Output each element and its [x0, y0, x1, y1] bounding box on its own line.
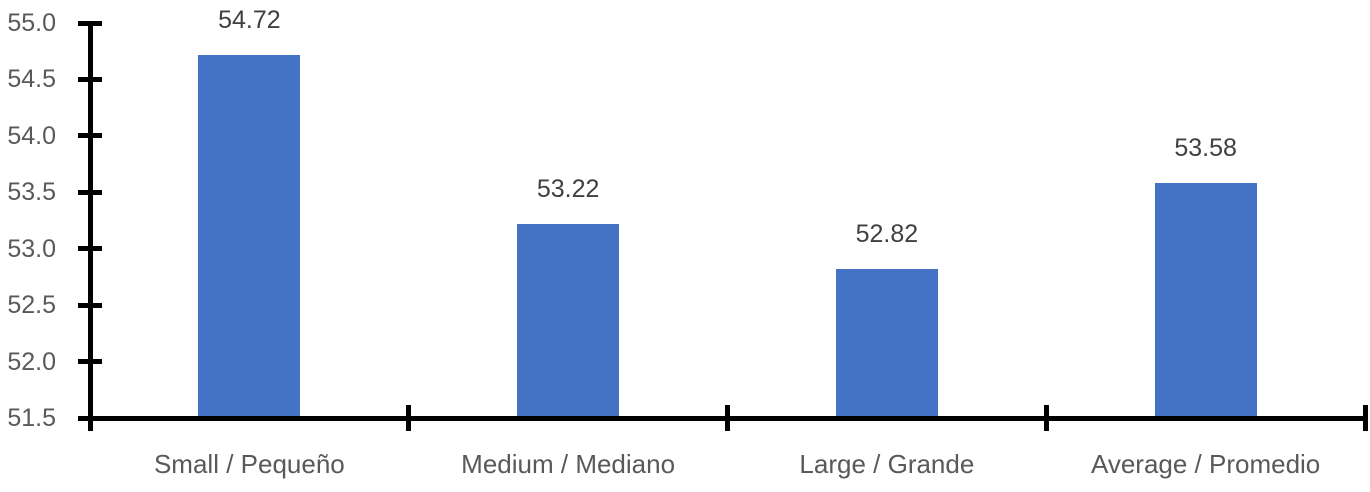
x-axis-tick [1043, 405, 1049, 431]
category-label: Average / Promedio [1090, 449, 1321, 479]
category-label: Small / Pequeño [153, 449, 345, 479]
y-axis-tick-label: 53.0 [7, 234, 56, 263]
bar [198, 54, 301, 418]
y-axis-tick-label: 53.5 [7, 178, 56, 207]
bar-value-label: 53.22 [536, 174, 600, 203]
bar-value-label: 53.58 [1174, 134, 1237, 163]
bar [1154, 183, 1257, 418]
y-axis-tick-label: 52.5 [7, 291, 56, 320]
y-axis-tick [78, 76, 102, 82]
y-axis-tick [78, 302, 102, 308]
y-axis-tick [78, 246, 102, 252]
category-label: Medium / Mediano [461, 449, 676, 479]
y-axis-tick-label: 52.0 [7, 347, 56, 376]
y-axis-tick [78, 20, 102, 26]
x-axis-tick [725, 405, 730, 431]
y-axis-tick [78, 133, 102, 139]
bar-value-label: 54.72 [218, 5, 281, 34]
x-axis-tick [406, 405, 412, 431]
y-axis-tick-label: 54.0 [7, 121, 56, 150]
x-axis-tick [1362, 405, 1368, 431]
y-axis-tick [78, 359, 102, 365]
bar [517, 223, 620, 418]
y-axis-tick-label: 55.0 [7, 9, 56, 37]
y-axis-tick-label: 54.5 [7, 65, 56, 94]
bar [835, 269, 938, 418]
y-axis-line [87, 21, 93, 431]
y-axis-tick [78, 189, 102, 195]
y-axis-tick [78, 415, 102, 421]
bar-value-label: 52.82 [855, 220, 919, 249]
y-axis-tick-label: 51.5 [7, 404, 56, 432]
category-label: Large / Grande [799, 449, 975, 479]
